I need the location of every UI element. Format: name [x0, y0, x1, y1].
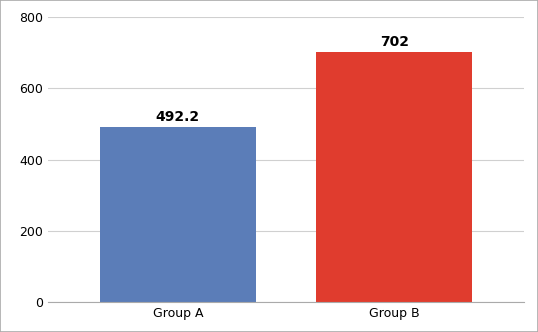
Bar [100, 126, 256, 302]
Text: 702: 702 [380, 35, 409, 49]
Bar [316, 52, 472, 302]
Text: 492.2: 492.2 [156, 110, 200, 124]
